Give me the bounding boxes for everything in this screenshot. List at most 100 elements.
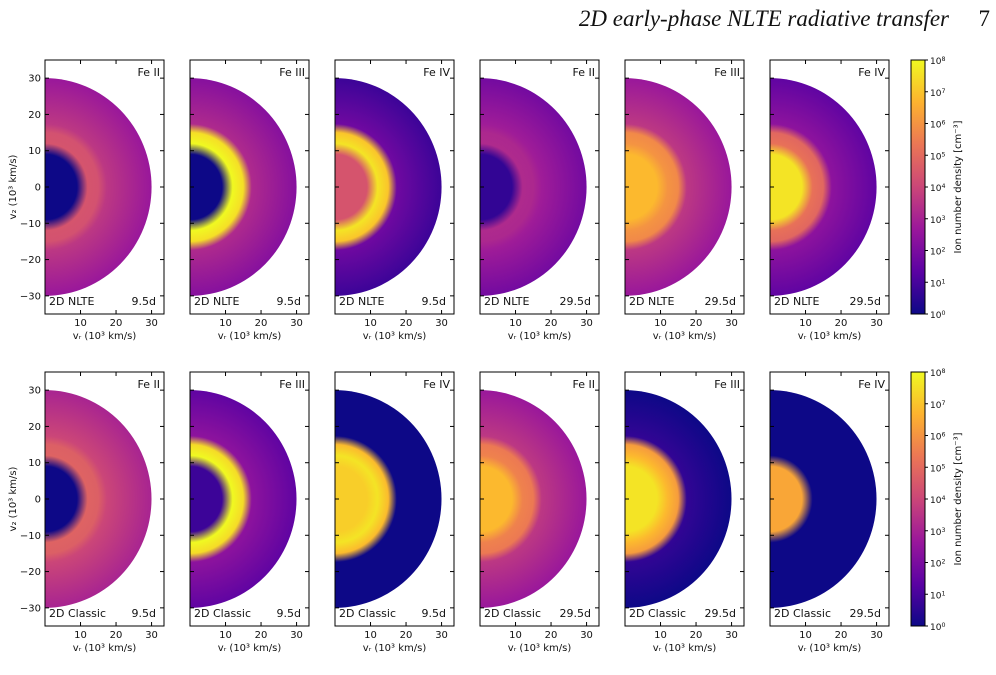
y-tick-label: 30 <box>28 74 41 85</box>
panel-1-1: 10 20 30 30 20 10 0 −10 −20 −30 Fe II 2D NLTE 9.5d vᵣ… <box>20 59 165 342</box>
colorbar-tick-label: 102 <box>930 246 945 258</box>
x-tick-label: 30 <box>290 318 303 329</box>
x-tick-label: 30 <box>435 318 448 329</box>
x-tick-label: 10 <box>509 318 522 329</box>
panel-1-3: 10 20 30 Fe IV 2D NLTE 9.5d vᵣ (10³ km/s) <box>334 59 455 342</box>
x-tick-label: 30 <box>145 318 158 329</box>
colorbar-tick-label: 107 <box>930 399 945 411</box>
page-header: 2D early-phase NLTE radiative transfer 7 <box>0 2 996 42</box>
x-tick-label: 30 <box>290 630 303 641</box>
x-tick-label: 10 <box>654 318 667 329</box>
method-label: 2D NLTE <box>484 295 530 308</box>
ion-label: Fe II <box>138 378 160 391</box>
x-tick-label: 20 <box>835 318 848 329</box>
colorbar-label: Ion number density [cm⁻³] <box>953 432 964 565</box>
y-tick-label: 20 <box>28 110 41 121</box>
x-tick-label: 10 <box>799 318 812 329</box>
ion-density-map <box>335 78 442 296</box>
x-tick-label: 30 <box>725 318 738 329</box>
x-tick-label: 10 <box>654 630 667 641</box>
panel-2-4: 10 20 30 Fe II 2D Classic 29.5d vᵣ (10³ km/s) <box>479 371 600 654</box>
ion-label: Fe II <box>573 378 595 391</box>
time-label: 9.5d <box>422 295 446 308</box>
y-tick-label: 10 <box>28 146 41 157</box>
x-axis-label: vᵣ (10³ km/s) <box>363 331 427 342</box>
x-tick-label: 20 <box>110 630 123 641</box>
y-axis-label: v₂ (10³ km/s) <box>8 154 19 219</box>
time-label: 29.5d <box>850 607 881 620</box>
time-label: 29.5d <box>560 295 591 308</box>
x-tick-label: 20 <box>545 630 558 641</box>
colorbar-tick-label: 104 <box>930 183 945 195</box>
y-tick-label: −20 <box>20 255 41 266</box>
x-axis-label: vᵣ (10³ km/s) <box>73 331 137 342</box>
colorbar-tick-label: 105 <box>930 463 945 475</box>
x-axis-label: vᵣ (10³ km/s) <box>653 643 717 654</box>
x-tick-label: 30 <box>725 630 738 641</box>
panel-2-3: 10 20 30 Fe IV 2D Classic 9.5d vᵣ (10³ km/s) <box>334 371 455 654</box>
colorbar-tick-label: 103 <box>930 526 945 538</box>
x-tick-label: 20 <box>690 630 703 641</box>
y-tick-label: −10 <box>20 531 41 542</box>
colorbar-tick-label: 101 <box>930 590 945 602</box>
ion-density-map <box>770 78 877 296</box>
y-tick-label: 0 <box>35 495 41 506</box>
method-label: 2D NLTE <box>339 295 385 308</box>
panel-2-1: 10 20 30 30 20 10 0 −10 −20 −30 Fe II 2D Classic 9.5… <box>20 371 165 654</box>
x-tick-label: 10 <box>364 318 377 329</box>
panel-2-5: 10 20 30 Fe III 2D Classic 29.5d vᵣ (10³ km/s) <box>624 371 745 654</box>
ion-label: Fe II <box>573 66 595 79</box>
colorbar-tick-label: 103 <box>930 214 945 226</box>
x-axis-label: vᵣ (10³ km/s) <box>798 331 862 342</box>
colorbar <box>910 59 926 315</box>
colorbar-tick-label: 106 <box>930 431 945 443</box>
ion-density-map <box>190 78 297 296</box>
x-axis-label: vᵣ (10³ km/s) <box>363 643 427 654</box>
x-tick-label: 10 <box>364 630 377 641</box>
panel-1-4: 10 20 30 Fe II 2D NLTE 29.5d vᵣ (10³ km/s) <box>479 59 600 342</box>
x-axis-label: vᵣ (10³ km/s) <box>218 643 282 654</box>
y-tick-label: 30 <box>28 386 41 397</box>
x-axis-label: vᵣ (10³ km/s) <box>508 643 572 654</box>
time-label: 9.5d <box>422 607 446 620</box>
method-label: 2D Classic <box>629 607 686 620</box>
time-label: 29.5d <box>850 295 881 308</box>
time-label: 9.5d <box>132 607 156 620</box>
time-label: 29.5d <box>705 295 736 308</box>
ion-label: Fe IV <box>858 378 885 391</box>
colorbar-tick-label: 108 <box>930 56 945 68</box>
x-tick-label: 20 <box>110 318 123 329</box>
ion-density-map <box>480 390 587 608</box>
colorbar <box>910 371 926 627</box>
colorbar-tick-label: 100 <box>930 310 945 322</box>
x-tick-label: 20 <box>400 318 413 329</box>
ion-label: Fe IV <box>423 378 450 391</box>
ion-label: Fe IV <box>858 66 885 79</box>
method-label: 2D Classic <box>339 607 396 620</box>
y-tick-label: −30 <box>20 291 41 302</box>
x-tick-label: 10 <box>219 318 232 329</box>
panel-2-2: 10 20 30 Fe III 2D Classic 9.5d vᵣ (10³ km/s) <box>189 371 310 654</box>
ion-density-map <box>45 78 152 296</box>
ion-label: Fe III <box>714 378 740 391</box>
x-tick-label: 20 <box>255 318 268 329</box>
time-label: 9.5d <box>277 607 301 620</box>
ion-label: Fe III <box>714 66 740 79</box>
colorbar-tick-label: 100 <box>930 622 945 634</box>
ion-density-map <box>770 390 877 608</box>
time-label: 9.5d <box>277 295 301 308</box>
time-label: 29.5d <box>705 607 736 620</box>
ion-label: Fe III <box>279 378 305 391</box>
y-axis-label: v₂ (10³ km/s) <box>8 466 19 531</box>
ion-density-map <box>335 390 442 608</box>
x-tick-label: 10 <box>74 630 87 641</box>
x-tick-label: 30 <box>870 630 883 641</box>
y-tick-label: −30 <box>20 603 41 614</box>
y-tick-label: 0 <box>35 183 41 194</box>
method-label: 2D Classic <box>774 607 831 620</box>
x-axis-label: vᵣ (10³ km/s) <box>798 643 862 654</box>
x-tick-label: 10 <box>219 630 232 641</box>
ion-density-map <box>45 390 152 608</box>
method-label: 2D Classic <box>194 607 251 620</box>
method-label: 2D NLTE <box>629 295 675 308</box>
